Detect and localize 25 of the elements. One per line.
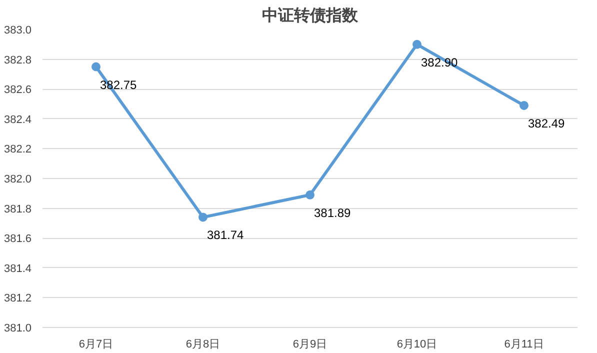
text: 381.89 [314, 206, 351, 220]
y-tick-label: 382.0 [4, 174, 32, 186]
text: 381.74 [207, 228, 244, 242]
point [198, 212, 208, 222]
y-tick-label: 381.0 [4, 322, 32, 334]
point [520, 101, 528, 110]
y-tick-label: 382.8 [4, 54, 32, 66]
y-tick-label: 381.2 [4, 292, 32, 305]
x-tick-label: 6月11日 [504, 338, 544, 350]
x-tick-label: 6月9日 [292, 338, 328, 350]
x-tick-label: 6月8日 [186, 338, 220, 350]
point [92, 62, 100, 72]
y-tick-label: 381.4 [4, 262, 32, 275]
point [412, 40, 422, 49]
text: 382.49 [528, 116, 565, 130]
x-tick-label: 6月7日 [78, 338, 114, 350]
y-tick-label: 382.4 [4, 114, 32, 126]
y-tick-label: 382.2 [4, 144, 32, 156]
chart-title: 中证转债指数 [262, 6, 359, 24]
y-tick-label: 382.6 [4, 84, 32, 96]
y-tick-label: 383.0 [4, 24, 32, 36]
y-tick-label: 381.8 [4, 203, 32, 216]
point [306, 190, 314, 200]
x-tick-label: 6月10日 [396, 338, 438, 350]
y-tick-label: 381.6 [4, 233, 32, 246]
